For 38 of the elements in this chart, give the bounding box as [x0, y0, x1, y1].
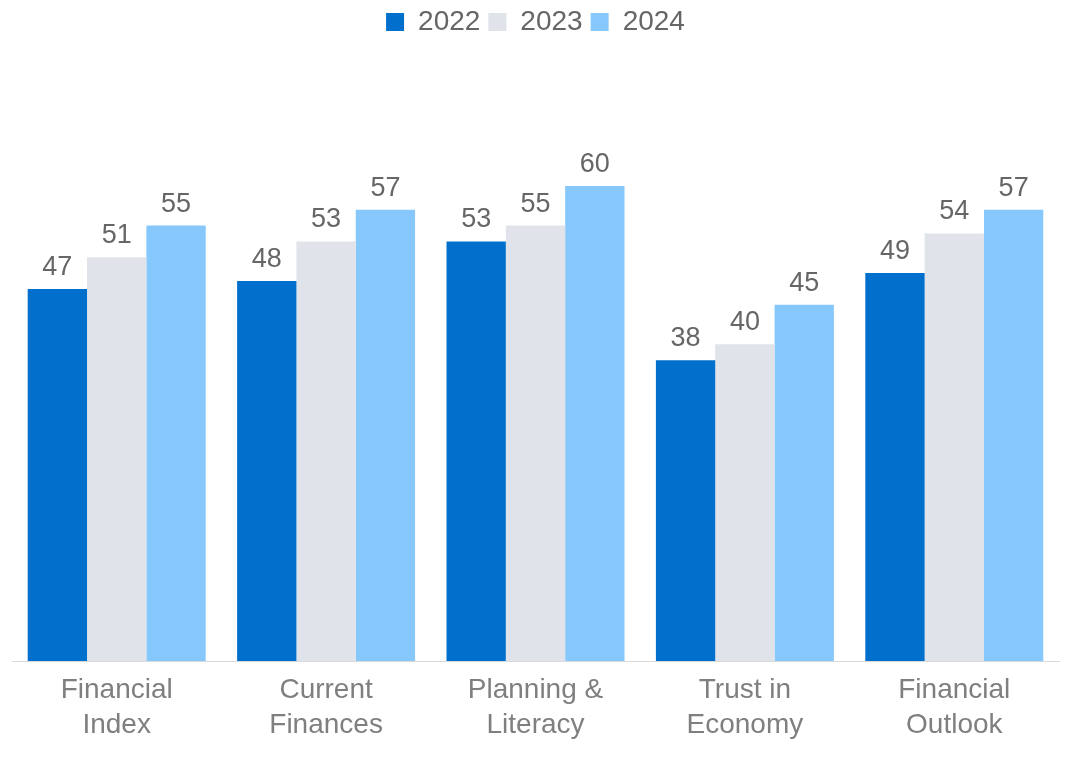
data-label: 51 [101, 219, 132, 250]
data-label: 53 [461, 203, 492, 234]
bar [924, 233, 984, 661]
data-label: 45 [789, 266, 820, 297]
legend-label: 2022 [418, 4, 481, 36]
data-label: 60 [579, 147, 610, 178]
x-tick-label: Current Finances [269, 673, 383, 740]
data-label: 54 [939, 195, 970, 226]
data-label: 55 [161, 187, 192, 218]
data-label: 49 [879, 235, 910, 266]
data-label: 47 [42, 250, 73, 281]
bar [505, 225, 566, 661]
bar [296, 241, 356, 661]
bar [355, 209, 416, 661]
data-label: 57 [370, 171, 401, 202]
bar [715, 344, 775, 661]
x-tick-label: Trust in Economy [686, 673, 804, 740]
bar [146, 225, 206, 661]
bar [983, 209, 1044, 661]
legend-label: 2024 [622, 4, 685, 36]
x-tick-label: Financial Outlook [898, 673, 1011, 740]
data-label: 48 [251, 242, 282, 273]
bar [87, 257, 147, 661]
legend-label: 2023 [520, 4, 583, 36]
bar [27, 288, 88, 661]
bar [446, 241, 506, 661]
bar [565, 186, 625, 661]
bar [774, 304, 834, 661]
bar [655, 360, 716, 661]
data-label: 38 [670, 322, 701, 353]
data-label: 57 [998, 171, 1029, 202]
bar [237, 281, 297, 661]
bar [865, 273, 925, 661]
data-label: 55 [520, 187, 551, 218]
data-label: 53 [311, 203, 342, 234]
x-tick-label: Financial Index [60, 673, 173, 740]
x-tick-label: Planning & Literacy [467, 673, 604, 740]
data-label: 40 [729, 306, 760, 337]
